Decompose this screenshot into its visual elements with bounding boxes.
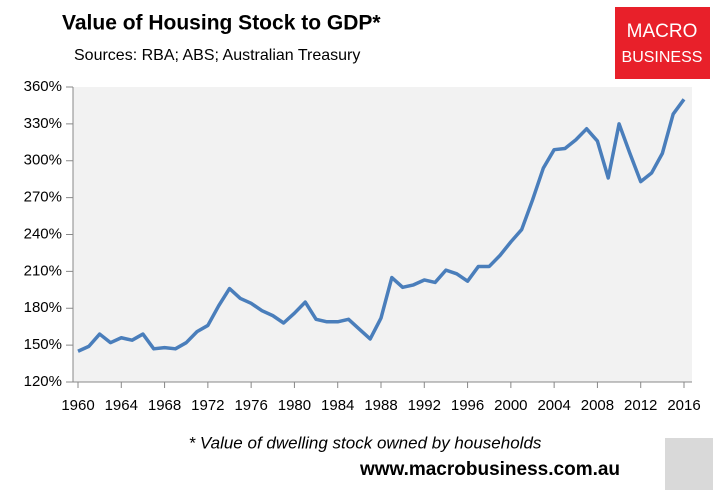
footnote: * Value of dwelling stock owned by house… <box>189 433 542 452</box>
x-tick-label: 1964 <box>105 397 138 414</box>
logo-text: MACRO <box>627 21 698 42</box>
x-tick-label: 1992 <box>408 397 441 414</box>
x-tick-label: 1996 <box>451 397 484 414</box>
x-tick-label: 1960 <box>61 397 94 414</box>
chart-subtitle: Sources: RBA; ABS; Australian Treasury <box>74 47 360 64</box>
x-tick-label: 1968 <box>148 397 181 414</box>
x-tick-label: 2008 <box>581 397 614 414</box>
y-tick-label: 270% <box>24 189 62 206</box>
logo-text: BUSINESS <box>622 49 703 66</box>
y-tick-label: 120% <box>24 373 62 390</box>
y-tick-label: 330% <box>24 115 62 132</box>
y-tick-label: 240% <box>24 225 62 242</box>
chart-title: Value of Housing Stock to GDP* <box>62 12 381 35</box>
y-tick-label: 300% <box>24 152 62 169</box>
wolf-logo <box>665 438 713 490</box>
y-tick-label: 150% <box>24 336 62 353</box>
x-tick-label: 2004 <box>537 397 570 414</box>
x-tick-label: 2016 <box>667 397 700 414</box>
y-tick-label: 210% <box>24 262 62 279</box>
series-line <box>77 98 686 353</box>
plot-area <box>73 87 692 382</box>
x-tick-label: 2000 <box>494 397 527 414</box>
logo-box <box>615 7 710 79</box>
y-tick-label: 360% <box>24 78 62 95</box>
y-tick-label: 180% <box>24 299 62 316</box>
x-tick-label: 1972 <box>191 397 224 414</box>
x-tick-label: 1988 <box>364 397 397 414</box>
x-tick-label: 1984 <box>321 397 354 414</box>
x-tick-label: 1976 <box>234 397 267 414</box>
x-tick-label: 2012 <box>624 397 657 414</box>
website: www.macrobusiness.com.au <box>359 459 620 480</box>
x-tick-label: 1980 <box>278 397 311 414</box>
